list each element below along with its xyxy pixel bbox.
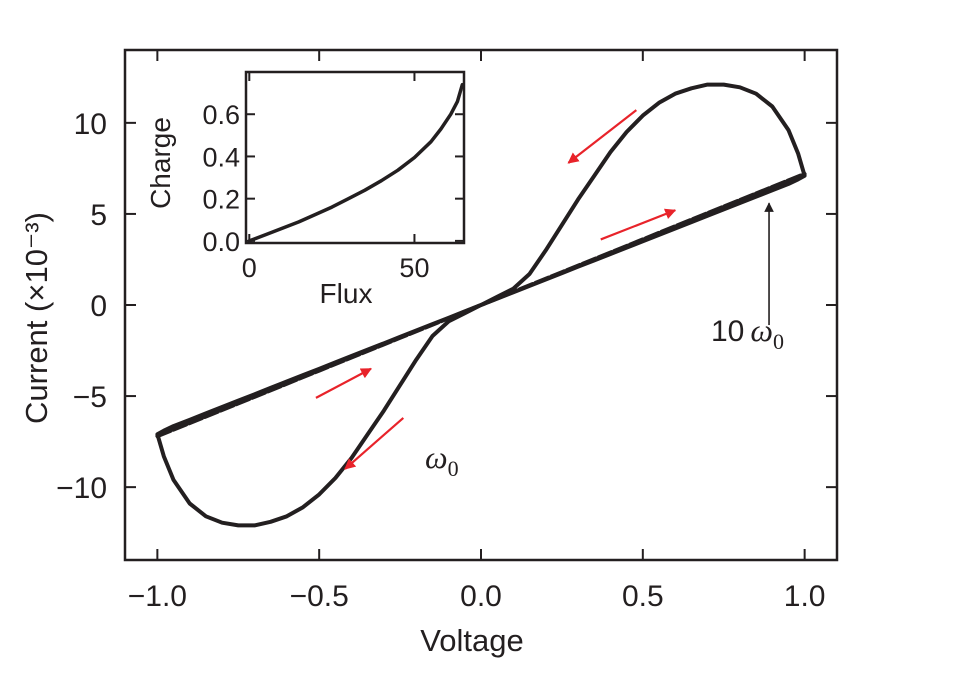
main-x-tick-label: 0.5 <box>622 580 664 613</box>
main-y-tick-label: 10 <box>74 108 107 141</box>
main-x-tick-label: 0.0 <box>460 580 502 613</box>
main-y-axis-title: Current (×10⁻³) <box>19 212 54 424</box>
main-y-axis: −10 −5 0 5 10 <box>56 108 837 505</box>
inset-x-tick-label: 0 <box>242 253 257 283</box>
series-line-10-omega0 <box>155 171 807 439</box>
direction-arrow <box>344 417 405 470</box>
direction-arrow <box>567 109 638 164</box>
ten-omega0-label: 10 ω0 <box>711 312 784 354</box>
main-x-tick-label: −0.5 <box>290 580 349 613</box>
inset-x-axis: 0 50 <box>242 72 429 283</box>
main-x-axis-title: Voltage <box>420 623 523 658</box>
inset-x-axis-title: Flux <box>320 278 373 309</box>
inset-y-tick-label: 0.4 <box>202 142 240 172</box>
main-y-tick-label: −10 <box>56 472 107 505</box>
main-y-tick-label: 5 <box>90 199 107 232</box>
inset-x-tick-label: 50 <box>399 253 429 283</box>
inset-y-tick-label: 0.0 <box>202 227 240 257</box>
direction-arrow <box>600 208 677 241</box>
inset-plot-frame <box>244 70 466 245</box>
main-x-tick-label: −1.0 <box>128 580 187 613</box>
inset-background <box>246 72 464 243</box>
main-x-axis: −1.0 −0.5 0.0 0.5 1.0 <box>128 50 826 613</box>
inset-series-line <box>247 82 465 243</box>
direction-arrow <box>315 367 372 399</box>
inset-y-axis: 0.0 0.2 0.4 0.6 <box>202 100 464 257</box>
inset-y-axis-title: Charge <box>145 117 176 209</box>
main-y-tick-label: −5 <box>73 381 107 414</box>
direction-arrows <box>315 109 774 470</box>
omega0-label: ω0 <box>425 439 459 481</box>
main-x-tick-label: 1.0 <box>784 580 826 613</box>
main-series-group <box>155 82 807 528</box>
main-y-tick-label: 0 <box>90 290 107 323</box>
inset-series-group <box>247 82 465 243</box>
inset-y-tick-label: 0.6 <box>202 100 240 130</box>
inset-y-tick-label: 0.2 <box>202 185 240 215</box>
